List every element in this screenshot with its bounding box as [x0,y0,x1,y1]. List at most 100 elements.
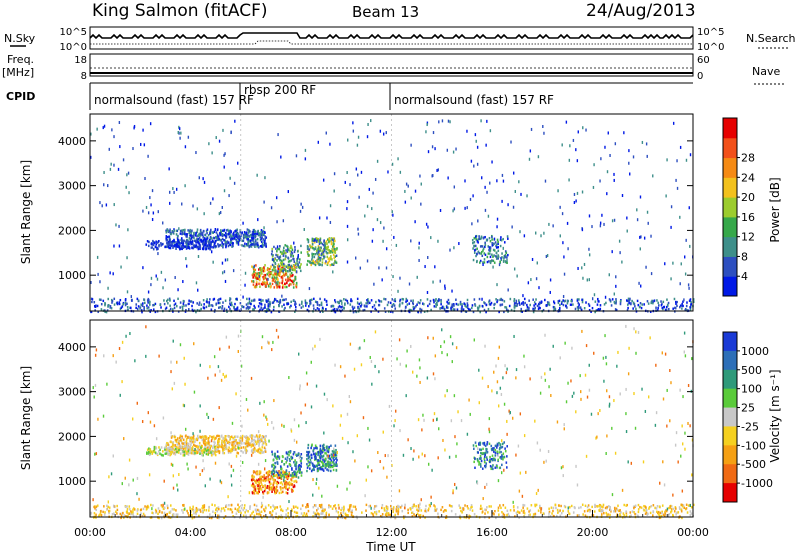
velocity-cell-1496 [161,511,163,514]
power-cell-2310 [521,310,523,313]
velocity-cell-1362 [493,457,496,461]
velocity-cell-1749 [303,512,306,515]
power-cell-668 [188,247,191,250]
velocity-cell-445 [227,440,230,444]
power-cell-2423 [366,204,369,208]
velocity-cell-1411 [500,455,502,459]
power-cell-900 [275,283,278,287]
power-cell-2375 [447,176,449,180]
power-cell-2753 [234,119,236,123]
velocity-cell-1004 [271,470,274,473]
power-cell-2769 [543,131,545,135]
power-cell-523 [168,240,170,244]
power-cell-2856 [113,135,115,139]
velocity-cell-1484 [416,508,418,511]
velocity-cell-1505 [220,507,223,510]
velocity-cell-1696 [507,512,510,516]
power-cell-1373 [505,254,507,258]
velocity-cell-1599 [210,516,213,520]
velocity-cell-1214 [307,453,310,456]
power-cell-624 [192,244,195,247]
velocity-cell-1924 [390,508,393,511]
power-cell-1629 [345,298,347,302]
power-cell-2573 [142,266,144,270]
power-cell-1147 [326,263,329,266]
power-cell-1000 [283,268,285,272]
power-cell-2657 [566,221,569,225]
power-cell-236 [177,242,179,245]
velocity-cell-1433 [485,456,488,459]
velocity-cell-1703 [258,511,261,514]
velocity-cell-457 [218,451,221,455]
power-cell-2130 [674,306,677,310]
velocity-cell-1373 [496,464,498,468]
velocity-cell-1815 [108,511,110,515]
velocity-cell-1065 [297,452,300,456]
power-cell-800 [268,267,271,271]
velocity-cell-1112 [319,449,321,452]
velocity-cell-1826 [534,514,536,518]
velocity-cell-1276 [331,461,334,464]
power-cell-561 [181,247,184,251]
power-cell-1218 [333,256,336,259]
power-cell-1009 [300,263,302,266]
power-cell-2020 [351,305,354,309]
freq-right-tick-bottom: 0 [697,71,703,82]
power-cell-2084 [165,306,168,309]
velocity-cell-1277 [326,461,329,464]
power-cell-1427 [506,235,509,238]
power-cell-2477 [599,224,602,228]
power-cell-1307 [499,244,502,248]
power-cell-2248 [205,300,208,303]
velocity-cell-2033 [596,505,599,508]
velocity-cell-1730 [152,512,155,515]
power-cell-1553 [552,300,555,303]
power-cell-589 [209,242,211,245]
power-cell-1059 [282,270,284,273]
power-cell-1186 [334,251,337,255]
power-cell-1430 [501,252,503,255]
power-cell-1003 [286,245,289,249]
velocity-cell-1297 [314,454,317,457]
velocity-cell-621 [215,448,218,452]
velocity-cell-340 [260,438,263,441]
power-cell-2796 [184,145,187,149]
power-cell-2370 [455,147,457,151]
power-cell-2455 [679,282,681,286]
velocity-cell-1899 [609,513,611,517]
power-cell-2393 [670,277,672,281]
velocity-cell-511 [172,444,175,447]
velocity-cell-144 [258,451,261,454]
power-cell-1480 [652,301,654,305]
power-cell-2067 [272,308,275,312]
velocity-cell-738 [282,474,285,477]
noise-right-tick-bottom: 10^0 [697,42,724,53]
power-cell-2040 [267,302,270,306]
power-cell-209 [179,232,182,235]
power-cell-1776 [496,299,499,302]
power-cell-2031 [148,301,151,304]
power-cell-1895 [169,304,171,307]
power-cell-1088 [333,239,335,242]
power-cell-1349 [495,257,498,260]
power-cell-1756 [668,307,670,311]
power-cell-2627 [90,281,92,285]
power-cell-1265 [316,259,318,262]
velocity-cell-1316 [493,450,495,453]
velocity-cell-572 [176,445,178,449]
velocity-cell-1414 [484,453,487,456]
velocity-cell-859 [262,485,264,488]
velocity-cell-347 [213,440,215,444]
power-cell-1070 [284,257,287,261]
power-cell-1496 [580,308,583,312]
velocity-cell-1060 [275,470,278,473]
velocity-cell-809 [273,478,275,481]
power-cell-2244 [455,302,458,306]
power-cell-616 [175,242,178,246]
power-cell-826 [272,277,275,281]
velocity-cell-1748 [258,509,260,512]
velocity-cell-1273 [317,450,320,454]
velocity-cell-1681 [380,506,383,510]
velocity-cell-1469 [313,504,316,507]
